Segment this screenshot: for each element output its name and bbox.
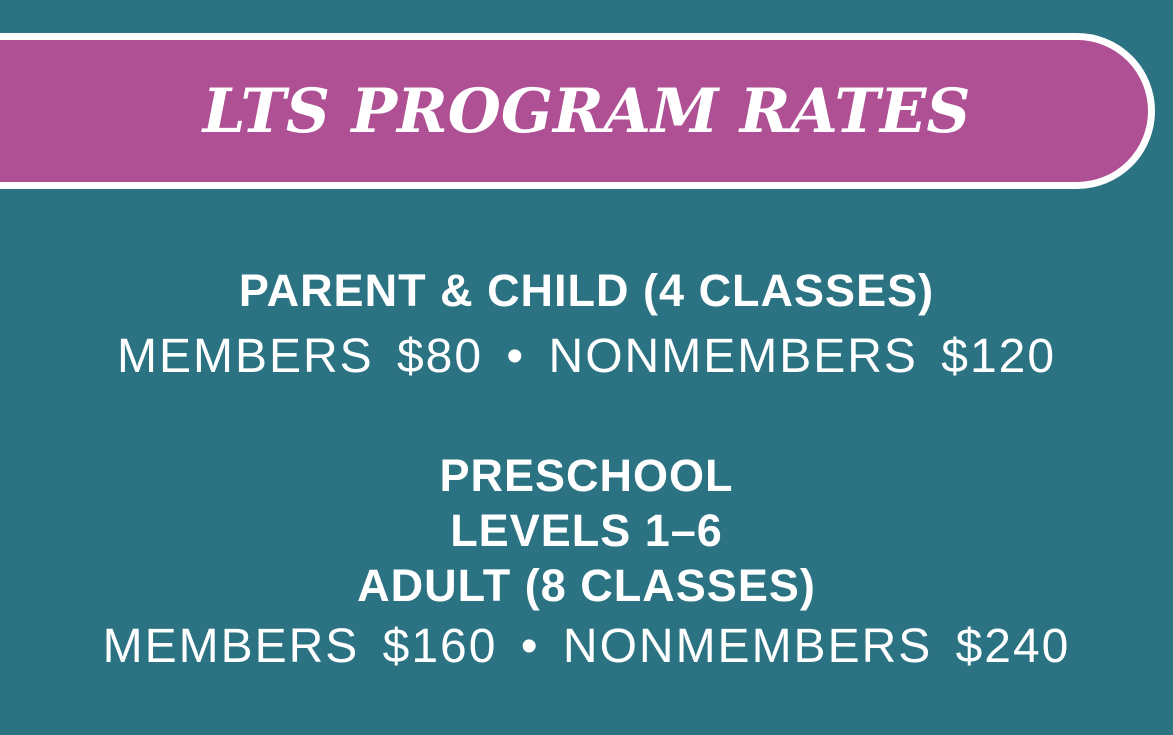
heading-line: ADULT (8 CLASSES) (357, 560, 816, 611)
heading-line: PRESCHOOL (439, 450, 734, 501)
heading-line: LEVELS 1–6 (450, 505, 723, 556)
section-parent-child-rates: MEMBERS $80 • NONMEMBERS $120 (116, 330, 1057, 383)
section-group-heading: PRESCHOOL LEVELS 1–6 ADULT (8 CLASSES) (0, 448, 1173, 613)
section-parent-child-heading: PARENT & CHILD (4 CLASSES) (0, 263, 1173, 318)
poster-title: LTS PROGRAM RATES (202, 76, 971, 147)
heading-line: PARENT & CHILD (4 CLASSES) (238, 265, 935, 316)
section-group-rates: MEMBERS $160 • NONMEMBERS $240 (102, 620, 1071, 673)
title-banner (0, 33, 1155, 189)
